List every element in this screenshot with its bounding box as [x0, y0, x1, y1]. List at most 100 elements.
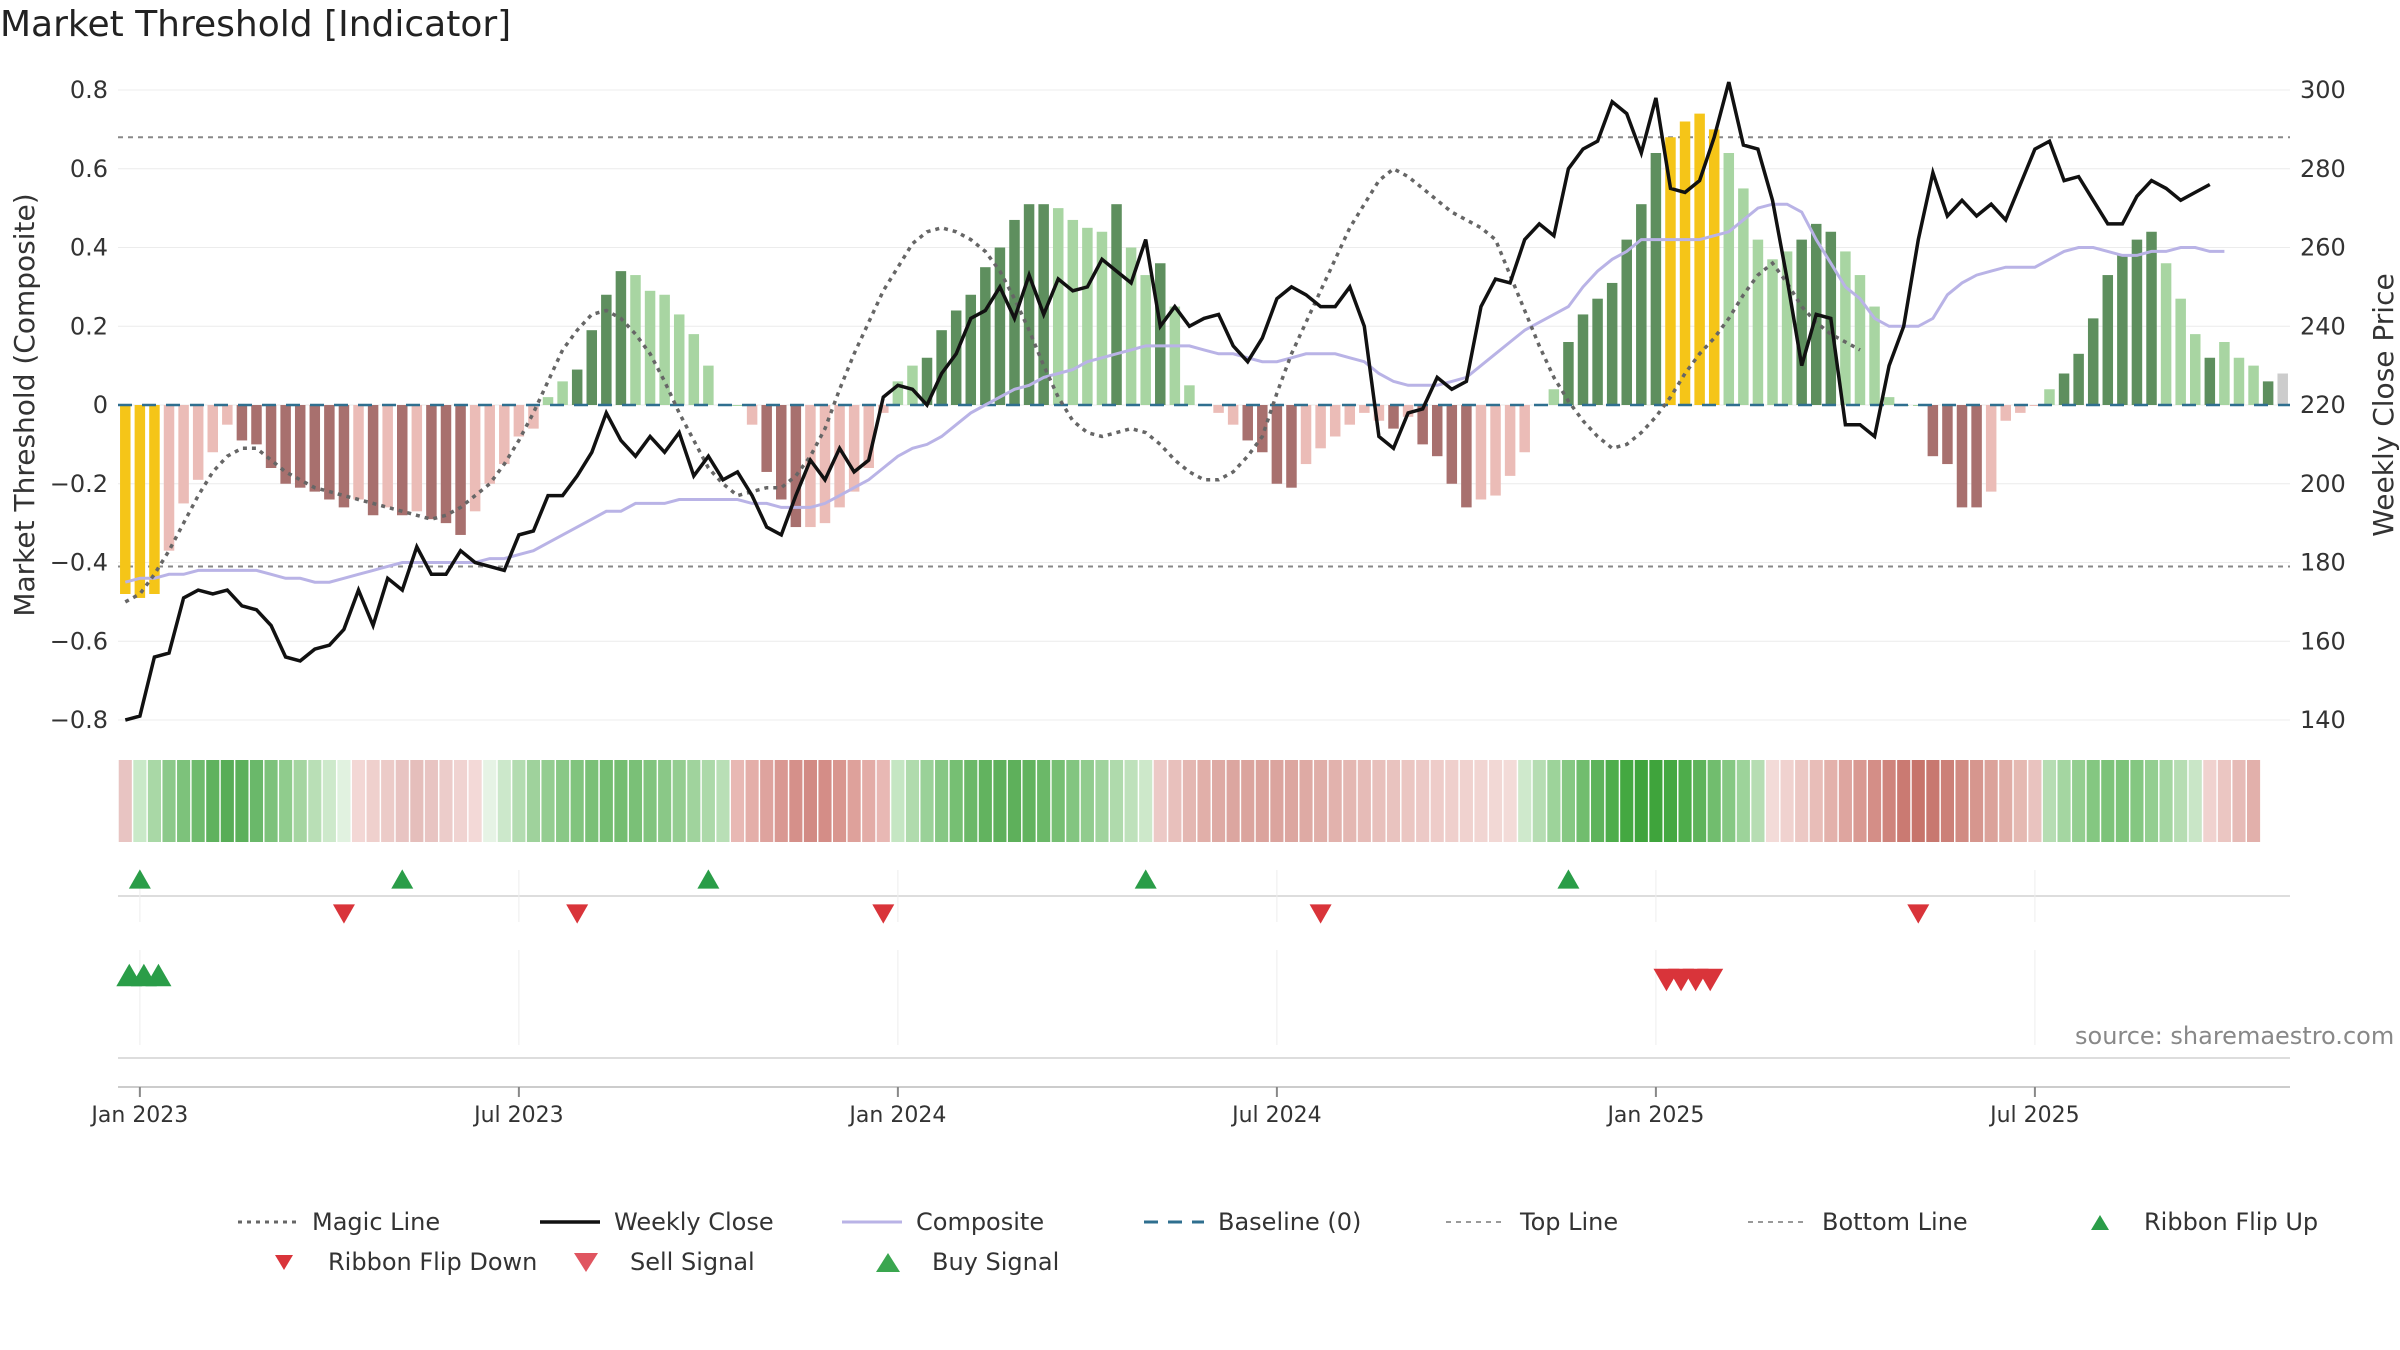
composite-bar	[426, 405, 437, 520]
composite-bar	[1140, 275, 1151, 405]
composite-bar	[703, 365, 714, 405]
ribbon-flip-down-marker	[332, 904, 355, 924]
composite-bar	[411, 405, 423, 512]
left-tick-label: 0.2	[70, 312, 108, 340]
ribbon-flip-down-marker	[872, 904, 895, 924]
ribbon-cell	[526, 760, 541, 842]
composite-bar	[2160, 263, 2172, 405]
composite-bar	[1388, 405, 1399, 429]
composite-bar	[513, 405, 525, 437]
composite-bar	[2219, 342, 2230, 405]
x-tick-label: Jul 2023	[472, 1103, 564, 1128]
composite-bar	[1548, 389, 1560, 405]
ribbon-cell	[1139, 760, 1153, 842]
composite-bar	[1402, 405, 1414, 417]
x-tick-label: Jan 2025	[1605, 1103, 1704, 1128]
composite-bar	[2190, 334, 2201, 405]
ribbon-cell	[1488, 760, 1503, 842]
right-tick-label: 280	[2300, 155, 2346, 183]
ribbon-cell	[118, 760, 132, 842]
composite-bar	[2087, 318, 2099, 405]
composite-bar	[863, 405, 874, 468]
x-tick-label: Jul 2024	[1230, 1103, 1322, 1128]
composite-bar	[353, 405, 364, 500]
ribbon-cell	[2217, 760, 2231, 842]
ribbon-flip-down-marker	[1309, 904, 1332, 924]
right-tick-label: 140	[2300, 706, 2346, 734]
right-tick-label: 180	[2300, 549, 2346, 577]
composite-bar	[440, 405, 452, 524]
ribbon-cell	[2144, 760, 2159, 842]
composite-bar	[557, 381, 568, 405]
composite-bar	[1184, 385, 1195, 405]
ribbon-flip-up-marker	[697, 869, 720, 889]
composite-bar	[1723, 153, 1735, 405]
ribbon-flip-up-marker	[128, 869, 151, 889]
composite-bar	[1840, 251, 1851, 405]
composite-bar	[1679, 121, 1691, 405]
composite-bar	[2000, 405, 2011, 421]
ribbon-cell	[2174, 760, 2188, 842]
ribbon-cell	[1328, 760, 1342, 842]
ribbon-cell	[978, 760, 992, 842]
ribbon-cell	[1226, 760, 1240, 842]
composite-bar	[776, 405, 787, 500]
ribbon-cell	[1518, 760, 1532, 842]
ribbon-cell	[1897, 760, 1911, 842]
ribbon-cell	[279, 760, 293, 842]
composite-bar	[1461, 405, 1472, 508]
composite-bar	[1373, 405, 1385, 421]
composite-bar	[1417, 405, 1428, 445]
composite-bar	[1475, 405, 1487, 500]
ribbon-cell	[1212, 760, 1226, 842]
ribbon-cell	[1620, 760, 1634, 842]
composite-bar	[324, 405, 335, 500]
right-tick-label: 200	[2300, 470, 2346, 498]
ribbon-cell	[1051, 760, 1065, 842]
composite-bar	[1067, 219, 1079, 405]
composite-bar	[1592, 298, 1603, 405]
ribbon-cell	[1343, 760, 1357, 842]
right-tick-label: 240	[2300, 312, 2346, 340]
composite-bar	[1708, 129, 1720, 405]
sell-signal-marker	[1697, 968, 1724, 992]
ribbon-cell	[351, 760, 366, 842]
ribbon-cell	[628, 760, 643, 842]
ribbon-cell	[177, 760, 191, 842]
composite-bar	[294, 405, 306, 488]
composite-bar	[805, 405, 816, 528]
ribbon-cell	[1970, 760, 1984, 842]
ribbon-cell	[381, 760, 395, 842]
composite-bar	[397, 405, 408, 516]
left-tick-label: −0.6	[50, 627, 108, 655]
ribbon-cell	[1357, 760, 1371, 842]
ribbon-cell	[1255, 760, 1269, 842]
ribbon-cell	[1984, 760, 1998, 842]
ribbon-cell	[862, 760, 876, 842]
ribbon-cell	[1926, 760, 1940, 842]
composite-bar	[1869, 306, 1880, 405]
left-tick-label: −0.2	[50, 470, 108, 498]
ribbon-cell	[1430, 760, 1444, 842]
composite-bar	[1796, 239, 1807, 405]
ribbon-cell	[2028, 760, 2042, 842]
ribbon-cell	[1299, 760, 1313, 842]
composite-bar	[1621, 239, 1632, 405]
left-tick-label: 0	[93, 391, 108, 419]
composite-bar	[2102, 275, 2114, 405]
composite-bar	[921, 357, 933, 405]
ribbon-cell	[1474, 760, 1488, 842]
ribbon-cell	[818, 760, 832, 842]
composite-bar	[907, 365, 918, 405]
composite-bar	[499, 405, 510, 465]
composite-bar	[338, 405, 350, 508]
ribbon-cell	[1532, 760, 1546, 842]
composite-bar	[2015, 405, 2026, 413]
composite-bar	[1227, 405, 1239, 425]
ribbon-cell	[1182, 760, 1196, 842]
ribbon-cell	[468, 760, 482, 842]
ribbon-cell	[1168, 760, 1182, 842]
composite-bar	[1767, 259, 1778, 405]
ribbon-cell	[730, 760, 745, 842]
ribbon-cell	[1445, 760, 1459, 842]
